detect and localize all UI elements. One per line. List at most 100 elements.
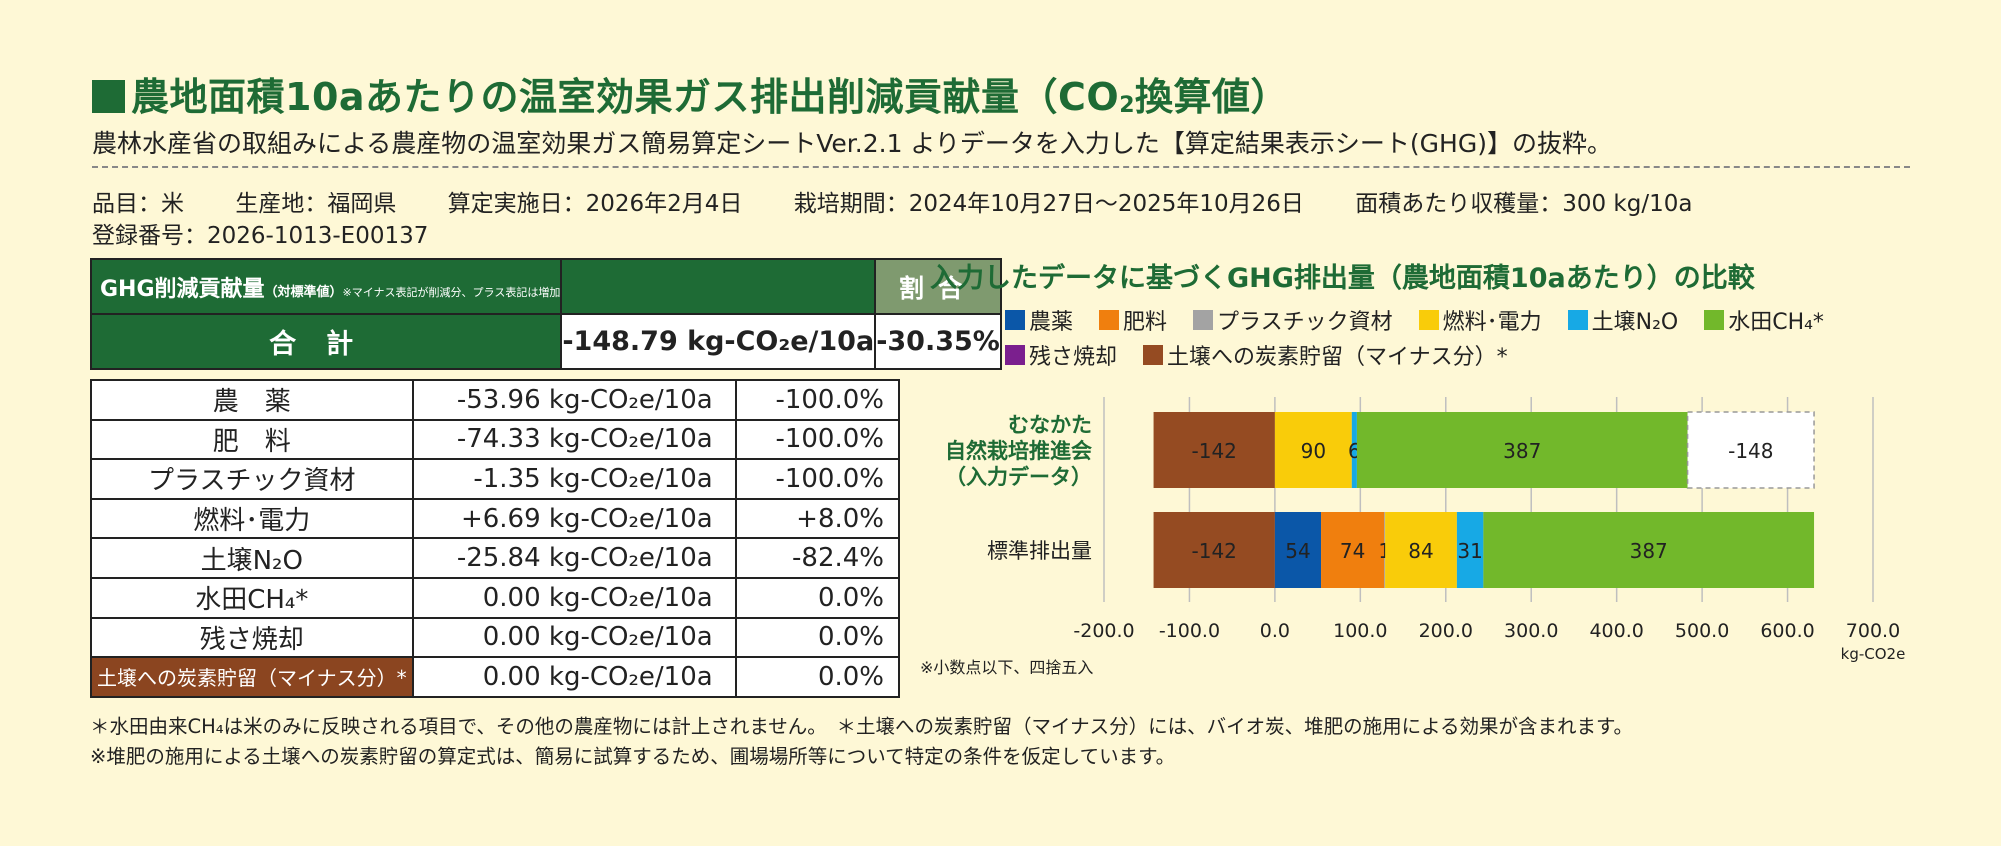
chart-legend-row-2: 残さ焼却 土壌への炭素貯留（マイナス分）* xyxy=(1005,339,1905,371)
row-ratio: 0.0% xyxy=(734,576,901,619)
data-label: 90 xyxy=(1301,439,1326,463)
row-ratio: -100.0% xyxy=(734,458,901,500)
breakdown-table: 農 薬 -53.96 kg-CO₂e/10a -100.0% 肥 料 -74.33 kg… xyxy=(90,379,901,698)
meta-date: 算定実施日：2026年2月4日 xyxy=(447,191,743,217)
data-label: 84 xyxy=(1408,539,1433,563)
bar-segment xyxy=(1321,512,1385,588)
x-tick-label: 600.0 xyxy=(1760,620,1814,642)
data-label: -148 xyxy=(1728,439,1773,463)
chart-title: 入力したデータに基づくGHG排出量（農地面積10aあたり）の比較 xyxy=(930,263,1755,294)
x-axis-unit: kg-CO2e xyxy=(1841,645,1906,663)
bar-segment xyxy=(1384,512,1386,588)
row-label: プラスチック資材 xyxy=(90,458,414,500)
legend-label: 残さ焼却 xyxy=(1029,345,1118,370)
legend-label: 土壌N₂O xyxy=(1591,310,1679,335)
meta-yield: 面積あたり収穫量：300 kg/10a xyxy=(1355,191,1693,217)
bar-segment xyxy=(1385,512,1457,588)
data-label: 31 xyxy=(1457,539,1482,563)
bar-segment xyxy=(1274,412,1352,488)
header-spacer xyxy=(560,258,877,315)
data-label: 387 xyxy=(1503,439,1541,463)
row-ratio: -100.0% xyxy=(734,418,901,461)
summary-table: GHG削減貢献量（対標準値）※マイナス表記が削減分、プラス表記は増加 割合 合計… xyxy=(89,258,1002,370)
total-row: 合計 -148.79 kg-CO₂e/10a -30.35% xyxy=(89,313,1002,370)
table-row: 農 薬 -53.96 kg-CO₂e/10a -100.0% xyxy=(90,379,901,421)
legend-label: 土壌への炭素貯留（マイナス分）* xyxy=(1167,345,1508,370)
table-header-row: GHG削減貢献量（対標準値）※マイナス表記が削減分、プラス表記は増加 割合 xyxy=(89,258,1002,315)
legend-item: プラスチック資材 xyxy=(1193,304,1393,336)
legend-item: 肥料 xyxy=(1099,304,1167,336)
x-tick-label: 300.0 xyxy=(1504,620,1558,642)
table-row: 肥 料 -74.33 kg-CO₂e/10a -100.0% xyxy=(90,418,901,461)
category-label: むなかた xyxy=(1008,413,1092,437)
category-label: 自然栽培推進会 xyxy=(945,439,1092,463)
legend-item: 農薬 xyxy=(1005,304,1073,336)
meta-registration: 登録番号：2026-1013-E00137 xyxy=(92,223,429,249)
legend-label: 燃料･電力 xyxy=(1442,310,1542,335)
total-value: -148.79 kg-CO₂e/10a xyxy=(560,313,877,370)
legend-label: 肥料 xyxy=(1123,310,1168,335)
legend-label: 水田CH₄* xyxy=(1728,310,1824,335)
row-value: -1.35 kg-CO₂e/10a xyxy=(411,458,737,500)
row-label: 残さ焼却 xyxy=(90,616,414,659)
dashed-divider xyxy=(92,166,1910,168)
row-label: 農 薬 xyxy=(90,379,414,421)
bar-segment xyxy=(1274,512,1322,588)
legend-swatch xyxy=(1099,310,1120,330)
legend-item: 水田CH₄* xyxy=(1704,304,1824,336)
row-ratio: 0.0% xyxy=(734,656,901,698)
table-row: 燃料･電力 +6.69 kg-CO₂e/10a +8.0% xyxy=(90,497,901,540)
data-label: -142 xyxy=(1192,539,1237,563)
row-label: 土壌N₂O xyxy=(90,537,414,579)
footnote-1: ＊水田由来CH₄は米のみに反映される項目で、その他の農産物には計上されません。 … xyxy=(90,715,1634,738)
data-label: 387 xyxy=(1630,539,1668,563)
x-tick-label: 100.0 xyxy=(1333,620,1387,642)
row-label: 燃料･電力 xyxy=(90,497,414,540)
table-row: 土壌N₂O -25.84 kg-CO₂e/10a -82.4% xyxy=(90,537,901,579)
chart-legend-row-1: 農薬 肥料 プラスチック資材 燃料･電力 土壌N₂O 水田CH₄* xyxy=(1005,304,1905,336)
row-value: +6.69 kg-CO₂e/10a xyxy=(411,497,737,540)
legend-item: 燃料･電力 xyxy=(1418,304,1542,336)
total-ratio: -30.35% xyxy=(874,313,1002,370)
bar-segment xyxy=(1153,412,1275,488)
category-label: 標準排出量 xyxy=(987,539,1092,563)
x-tick-label: 400.0 xyxy=(1589,620,1643,642)
row-value: 0.00 kg-CO₂e/10a xyxy=(411,656,737,698)
bar-segment xyxy=(1483,512,1815,588)
legend-swatch xyxy=(1005,345,1025,365)
row-ratio: 0.0% xyxy=(734,616,901,659)
x-tick-label: -200.0 xyxy=(1073,620,1134,642)
square-bullet-icon xyxy=(92,80,125,113)
x-tick-label: 0.0 xyxy=(1260,620,1290,642)
legend-swatch xyxy=(1005,310,1025,330)
table-row: 土壌への炭素貯留（マイナス分）* 0.00 kg-CO₂e/10a 0.0% xyxy=(90,656,901,698)
x-tick-label: 700.0 xyxy=(1846,620,1900,642)
bar-segment xyxy=(1153,512,1275,588)
bar-segment xyxy=(1686,411,1815,489)
legend-label: 農薬 xyxy=(1029,310,1074,335)
legend-item: 残さ焼却 xyxy=(1005,339,1117,371)
row-ratio: -100.0% xyxy=(734,379,901,421)
row-value: 0.00 kg-CO₂e/10a xyxy=(411,616,737,659)
row-value: 0.00 kg-CO₂e/10a xyxy=(411,576,737,619)
row-label: 肥 料 xyxy=(90,418,414,461)
footnote-2: ※堆肥の施用による土壌への炭素貯留の算定式は、簡易に試算するため、圃場場所等につ… xyxy=(90,745,1176,768)
row-value: -25.84 kg-CO₂e/10a xyxy=(411,537,737,579)
legend-swatch xyxy=(1704,310,1725,330)
legend-label: プラスチック資材 xyxy=(1217,310,1393,335)
header-ratio: 割合 xyxy=(874,258,1002,315)
total-label: 合計 xyxy=(89,313,563,370)
legend-swatch xyxy=(1193,310,1214,330)
data-label: 54 xyxy=(1285,539,1310,563)
data-label: 74 xyxy=(1340,539,1365,563)
table-row: プラスチック資材 -1.35 kg-CO₂e/10a -100.0% xyxy=(90,458,901,500)
page-title: 農地面積10aあたりの温室効果ガス排出削減貢献量（CO2換算値） xyxy=(92,66,1289,121)
legend-swatch xyxy=(1143,345,1164,365)
row-value: -53.96 kg-CO₂e/10a xyxy=(411,379,737,421)
row-value: -74.33 kg-CO₂e/10a xyxy=(411,418,737,461)
data-label: -142 xyxy=(1192,439,1237,463)
meta-info: 品目：米 生産地：福岡県 算定実施日：2026年2月4日 栽培期間：2024年1… xyxy=(92,184,1692,218)
page-subtitle: 農林水産省の取組みによる農産物の温室効果ガス簡易算定シートVer.2.1 よりデ… xyxy=(92,129,1612,158)
legend-swatch xyxy=(1567,310,1588,330)
